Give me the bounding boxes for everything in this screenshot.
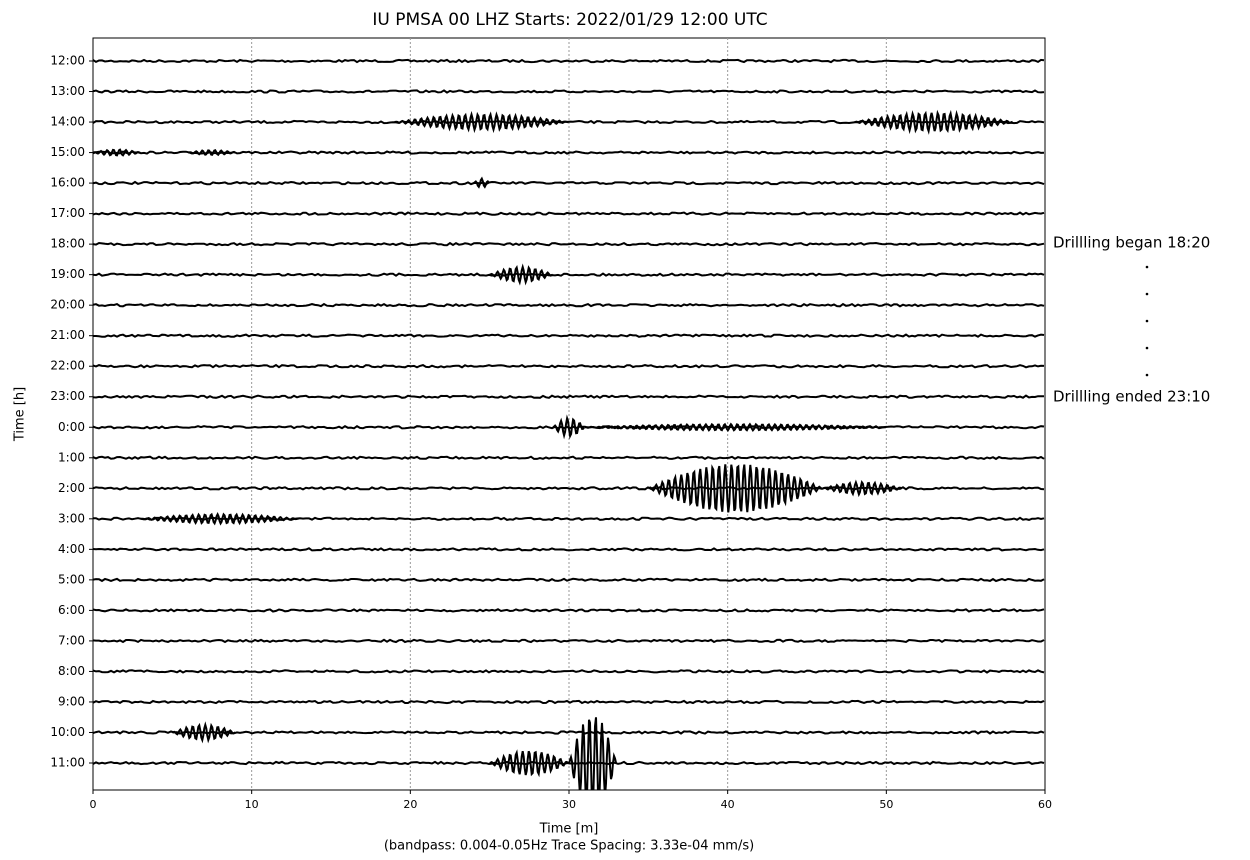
annotation: Drillling ended 23:10 bbox=[1053, 388, 1210, 406]
burst bbox=[172, 721, 236, 744]
y-tick-label: 2:00 bbox=[58, 481, 85, 495]
burst bbox=[93, 148, 141, 157]
burst bbox=[854, 109, 1013, 135]
chart-title: IU PMSA 00 LHZ Starts: 2022/01/29 12:00 … bbox=[372, 10, 767, 30]
y-tick-label: 10:00 bbox=[50, 725, 85, 739]
y-tick-label: 19:00 bbox=[50, 267, 85, 281]
subtitle: (bandpass: 0.004-0.05Hz Trace Spacing: 3… bbox=[384, 839, 754, 854]
x-tick-label: 10 bbox=[245, 798, 259, 811]
burst bbox=[647, 464, 823, 513]
trace bbox=[93, 241, 1045, 247]
trace bbox=[93, 333, 1045, 338]
y-tick-label: 17:00 bbox=[50, 206, 85, 220]
trace bbox=[93, 302, 1045, 308]
y-tick-label: 8:00 bbox=[58, 664, 85, 678]
trace bbox=[93, 150, 1045, 155]
trace bbox=[93, 180, 1045, 186]
y-tick-label: 5:00 bbox=[58, 572, 85, 586]
y-tick-label: 3:00 bbox=[58, 511, 85, 525]
y-tick-label: 20:00 bbox=[50, 298, 85, 312]
trace bbox=[93, 211, 1045, 216]
trace bbox=[93, 363, 1045, 369]
burst bbox=[140, 512, 299, 526]
y-tick-label: 12:00 bbox=[50, 54, 85, 68]
burst bbox=[584, 422, 886, 433]
x-tick-label: 30 bbox=[562, 798, 576, 811]
y-tick-label: 16:00 bbox=[50, 176, 85, 190]
trace bbox=[93, 608, 1045, 613]
y-tick-label: 22:00 bbox=[50, 359, 85, 373]
y-tick-label: 6:00 bbox=[58, 603, 85, 617]
burst bbox=[188, 149, 236, 157]
y-tick-label: 11:00 bbox=[50, 756, 85, 770]
traces bbox=[93, 58, 1045, 790]
y-tick-label: 15:00 bbox=[50, 145, 85, 159]
y-tick-label: 13:00 bbox=[50, 84, 85, 98]
y-tick-label: 7:00 bbox=[58, 633, 85, 647]
y-tick-label: 21:00 bbox=[50, 328, 85, 342]
x-tick-label: 40 bbox=[721, 798, 735, 811]
y-tick-label: 18:00 bbox=[50, 237, 85, 251]
burst bbox=[568, 717, 617, 790]
y-tick-label: 1:00 bbox=[58, 450, 85, 464]
trace bbox=[93, 699, 1045, 705]
trace bbox=[93, 638, 1045, 644]
x-axis-label: Time [m] bbox=[539, 822, 599, 837]
annotation-dots bbox=[1145, 265, 1149, 377]
trace bbox=[93, 577, 1045, 583]
trace bbox=[93, 669, 1045, 674]
burst bbox=[394, 110, 569, 134]
burst bbox=[473, 176, 490, 189]
trace bbox=[93, 547, 1045, 552]
annotation: Drillling began 18:20 bbox=[1053, 234, 1210, 252]
trace bbox=[93, 394, 1045, 399]
burst bbox=[489, 263, 554, 286]
trace bbox=[93, 89, 1045, 94]
x-tick-label: 50 bbox=[879, 798, 893, 811]
y-tick-label: 23:00 bbox=[50, 389, 85, 403]
x-tick-label: 60 bbox=[1038, 798, 1052, 811]
y-tick-label: 4:00 bbox=[58, 542, 85, 556]
trace bbox=[93, 730, 1045, 735]
trace bbox=[93, 58, 1045, 64]
trace bbox=[93, 455, 1045, 461]
x-tick-label: 0 bbox=[90, 798, 97, 811]
burst bbox=[822, 479, 903, 498]
y-tick-label: 9:00 bbox=[58, 694, 85, 708]
y-tick-label: 0:00 bbox=[58, 420, 85, 434]
x-tick-label: 20 bbox=[403, 798, 417, 811]
burst bbox=[489, 749, 570, 778]
y-axis-label: Time [h] bbox=[13, 387, 28, 442]
trace bbox=[93, 272, 1045, 277]
y-tick-label: 14:00 bbox=[50, 115, 85, 129]
burst bbox=[552, 414, 585, 440]
